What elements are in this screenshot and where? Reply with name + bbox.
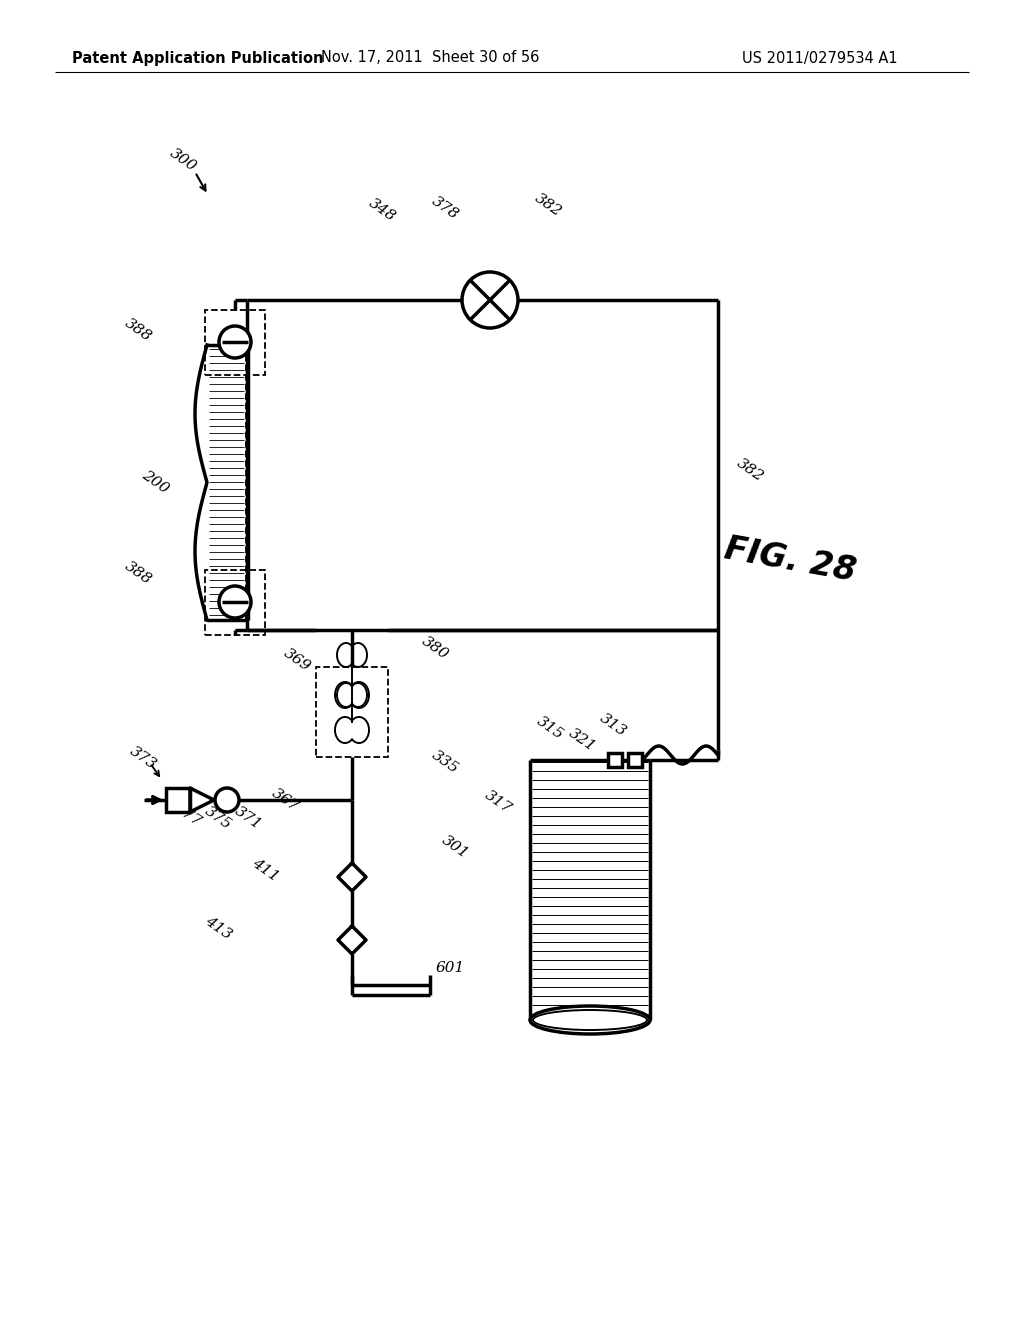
Text: 377: 377: [172, 801, 204, 829]
Text: 301: 301: [439, 833, 471, 861]
Text: 601: 601: [435, 961, 465, 975]
Text: 382: 382: [734, 455, 766, 484]
Text: 313: 313: [597, 711, 629, 739]
Text: 369: 369: [281, 645, 313, 675]
Bar: [530, 760, 650, 1020]
Text: 411: 411: [249, 855, 281, 884]
Text: 371: 371: [232, 804, 264, 832]
Text: 321: 321: [566, 726, 598, 754]
Text: 382: 382: [532, 191, 564, 219]
Text: FIG. 28: FIG. 28: [722, 532, 858, 587]
Text: US 2011/0279534 A1: US 2011/0279534 A1: [742, 50, 898, 66]
Ellipse shape: [530, 1006, 650, 1034]
Text: 300: 300: [167, 147, 199, 174]
Text: 388: 388: [122, 558, 154, 587]
Text: 315: 315: [534, 714, 566, 742]
Text: 380: 380: [419, 634, 451, 663]
Bar: [205, 310, 265, 375]
Circle shape: [219, 326, 251, 358]
Bar: [166, 788, 190, 812]
Text: Nov. 17, 2011  Sheet 30 of 56: Nov. 17, 2011 Sheet 30 of 56: [321, 50, 540, 66]
Text: 200: 200: [139, 467, 171, 496]
Circle shape: [215, 788, 239, 812]
Text: 373: 373: [127, 744, 159, 772]
Text: 378: 378: [429, 194, 461, 222]
Text: 317: 317: [482, 788, 514, 816]
Bar: [205, 570, 265, 635]
Bar: [628, 752, 642, 767]
Text: 388: 388: [122, 315, 154, 345]
Bar: [608, 752, 622, 767]
Text: 348: 348: [366, 195, 398, 224]
Circle shape: [462, 272, 518, 327]
Text: 367: 367: [269, 785, 301, 814]
Bar: [316, 667, 388, 756]
Text: 335: 335: [429, 748, 461, 776]
Text: Patent Application Publication: Patent Application Publication: [72, 50, 324, 66]
Circle shape: [219, 586, 251, 618]
Text: 413: 413: [202, 913, 234, 942]
Text: 375: 375: [202, 804, 234, 832]
